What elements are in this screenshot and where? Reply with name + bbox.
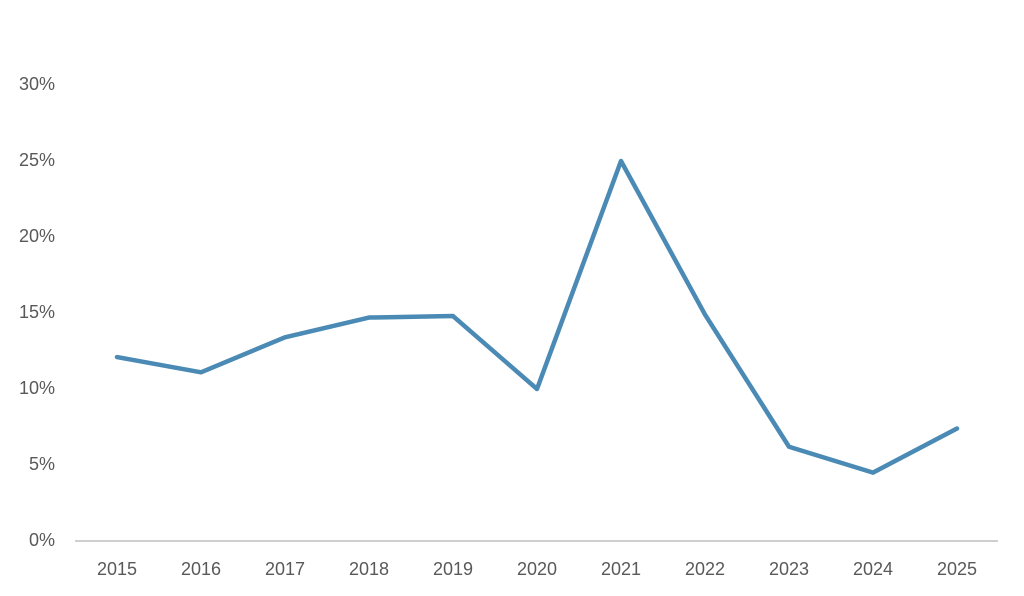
x-tick-label: 2016	[181, 559, 221, 579]
y-tick-label: 20%	[19, 226, 55, 246]
y-tick-label: 0%	[29, 530, 55, 550]
y-tick-label: 10%	[19, 378, 55, 398]
x-tick-label: 2018	[349, 559, 389, 579]
data-line	[114, 158, 960, 475]
x-tick-label: 2022	[685, 559, 725, 579]
y-tick-label: 25%	[19, 150, 55, 170]
x-tick-label: 2021	[601, 559, 641, 579]
x-tick-label: 2023	[769, 559, 809, 579]
x-tick-label: 2015	[97, 559, 137, 579]
x-tick-label: 2025	[937, 559, 977, 579]
y-tick-label: 5%	[29, 454, 55, 474]
x-tick-label: 2019	[433, 559, 473, 579]
x-tick-label: 2020	[517, 559, 557, 579]
x-tick-label: 2024	[853, 559, 893, 579]
y-tick-label: 15%	[19, 302, 55, 322]
x-tick-label: 2017	[265, 559, 305, 579]
y-tick-label: 30%	[19, 74, 55, 94]
